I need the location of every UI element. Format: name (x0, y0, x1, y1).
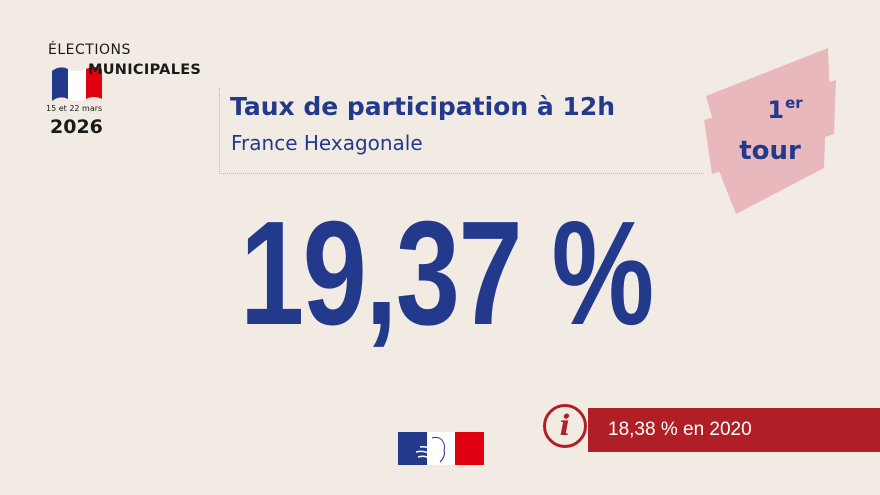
logo-year-text: 2026 (50, 116, 103, 138)
header-block: Taux de participation à 12h France Hexag… (219, 88, 704, 174)
info-banner: 18,38 % en 2020 (588, 408, 880, 452)
page-title: Taux de participation à 12h (230, 92, 616, 121)
elections-logo: ÉLECTIONS MUNICIPALES 15 et 22 mars 2026 (46, 42, 216, 142)
previous-rate-text: 18,38 % en 2020 (608, 419, 752, 440)
badge-round-number: 1er (715, 94, 855, 124)
info-icon: i (543, 404, 587, 448)
badge-superscript: er (785, 94, 803, 112)
badge-word: tour (739, 136, 801, 166)
logo-municipales-text: MUNICIPALES (88, 62, 202, 78)
participation-rate-value: 19,37 % (240, 191, 654, 356)
logo-dates-text: 15 et 22 mars (46, 104, 103, 113)
marianne-logo-icon (398, 432, 484, 465)
french-flag-icon (52, 67, 102, 101)
logo-elections-text: ÉLECTIONS (48, 42, 131, 58)
badge-number: 1 (767, 96, 785, 124)
page-subtitle: France Hexagonale (231, 131, 423, 155)
badge-shape-icon (704, 48, 836, 214)
round-badge: 1er tour (700, 40, 840, 220)
